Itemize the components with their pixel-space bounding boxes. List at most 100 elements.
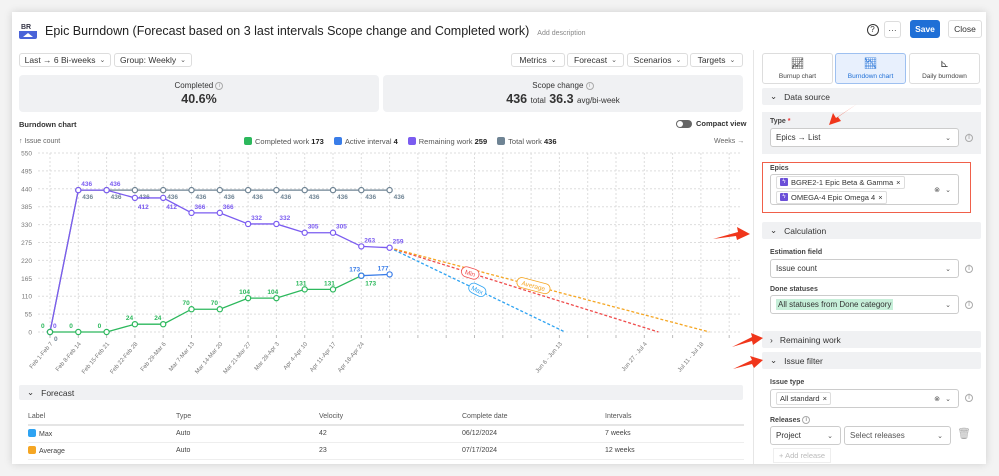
forecast-section-header[interactable]: ⌄ Forecast bbox=[19, 385, 743, 400]
trash-icon[interactable]: 🗑︎ bbox=[957, 428, 971, 440]
y-tick-label: 385 bbox=[21, 204, 32, 211]
compact-view-toggle[interactable]: Compact view bbox=[676, 119, 746, 128]
clear-icon[interactable]: ⊗ bbox=[934, 395, 940, 403]
issue-type-select[interactable]: All standard × ⊗ ⌄ bbox=[770, 389, 959, 408]
x-tick-label: Feb 22-Feb 28 bbox=[110, 341, 140, 376]
info-icon[interactable]: i bbox=[965, 134, 973, 142]
completed-stat: Completed i 40.6% bbox=[19, 75, 379, 112]
add-release-button[interactable]: + Add release bbox=[773, 448, 832, 463]
info-icon[interactable]: i bbox=[802, 416, 811, 424]
estimation-select[interactable]: Issue count ⌄ bbox=[770, 259, 959, 278]
svg-text:Min: Min bbox=[464, 269, 476, 279]
data-label: 0 bbox=[53, 323, 57, 330]
close-button[interactable]: Close bbox=[948, 20, 982, 38]
range-dropdown[interactable]: Last → 6 Bi-weeks ⌄ bbox=[19, 53, 111, 67]
issue-filter-header[interactable]: ⌄ Issue filter bbox=[762, 352, 981, 369]
data-point bbox=[188, 306, 195, 313]
forecast-line-min bbox=[389, 247, 659, 333]
chevron-down-icon: ⌄ bbox=[27, 387, 35, 397]
y-tick-label: 440 bbox=[21, 186, 32, 193]
x-tick-label: Feb 15-Feb 21 bbox=[81, 341, 111, 376]
x-tick-label: Jun 6 - Jun 13 bbox=[535, 341, 564, 374]
chevron-down-icon: ⌄ bbox=[770, 91, 778, 101]
data-point bbox=[216, 186, 223, 194]
chevron-down-icon: ⌄ bbox=[770, 355, 778, 365]
data-label: 0 bbox=[98, 323, 102, 330]
group-label: Group: Weekly bbox=[120, 55, 177, 65]
project-select[interactable]: Project ⌄ bbox=[770, 426, 841, 445]
legend-item[interactable]: Completed work 173 bbox=[244, 137, 324, 146]
data-label: 436 bbox=[111, 194, 122, 201]
data-point bbox=[386, 186, 393, 194]
group-dropdown[interactable]: Group: Weekly ⌄ bbox=[114, 53, 192, 67]
more-button[interactable]: ··· bbox=[884, 21, 901, 38]
data-point bbox=[301, 229, 308, 236]
scenarios-dropdown[interactable]: Scenarios ⌄ bbox=[627, 53, 688, 67]
targets-dropdown[interactable]: Targets ⌄ bbox=[690, 53, 743, 67]
remaining-work-header[interactable]: › Remaining work bbox=[762, 331, 981, 348]
remove-icon[interactable]: × bbox=[878, 192, 883, 202]
data-point bbox=[159, 194, 167, 202]
row-date: 06/12/2024 bbox=[462, 425, 605, 443]
data-label: 366 bbox=[223, 204, 234, 211]
info-icon[interactable]: i bbox=[965, 394, 973, 402]
issue-type-tag: All standard × bbox=[776, 392, 831, 405]
epics-select[interactable]: ϟ BGRE2-1 Epic Beta & Gamma × ϟ OMEGA-4 Epi… bbox=[770, 174, 959, 205]
data-label: 259 bbox=[393, 239, 404, 246]
data-source-header[interactable]: ⌄ Data source bbox=[762, 88, 981, 105]
column-complete-date: Complete date bbox=[462, 408, 605, 426]
legend-item[interactable]: Remaining work 259 bbox=[407, 137, 487, 146]
releases-select[interactable]: Select releases ⌄ bbox=[844, 426, 951, 445]
info-icon[interactable]: i bbox=[585, 81, 594, 90]
add-description-link[interactable]: Add description bbox=[537, 30, 586, 37]
epics-label: Epics bbox=[770, 165, 789, 172]
scope-avg-unit: avg/bi-week bbox=[577, 96, 620, 105]
calculation-header[interactable]: ⌄ Calculation bbox=[762, 222, 981, 239]
data-label: 366 bbox=[195, 204, 206, 211]
type-select[interactable]: Epics → List ⌄ bbox=[770, 128, 959, 147]
info-icon[interactable]: i bbox=[215, 81, 224, 90]
chevron-down-icon: ⌄ bbox=[945, 395, 951, 403]
legend-swatch bbox=[497, 137, 506, 145]
toggle-switch[interactable] bbox=[676, 119, 692, 128]
legend-item[interactable]: Active interval 4 bbox=[333, 137, 398, 146]
chevron-down-icon: ⌄ bbox=[827, 432, 833, 440]
x-tick-label: Mar 7-Mar 13 bbox=[168, 341, 196, 373]
column-intervals: Intervals bbox=[605, 408, 744, 426]
forecast-dropdown[interactable]: Forecast ⌄ bbox=[567, 53, 624, 67]
data-point bbox=[159, 320, 167, 328]
info-icon[interactable]: i bbox=[965, 301, 973, 309]
help-icon[interactable]: ? bbox=[864, 21, 881, 38]
chart-title: Burndown chart bbox=[19, 120, 77, 129]
save-button[interactable]: Save bbox=[910, 20, 940, 38]
data-label: 436 bbox=[280, 194, 291, 201]
data-label: 24 bbox=[126, 315, 134, 322]
info-icon[interactable]: i bbox=[965, 265, 973, 273]
calculation-title: Calculation bbox=[784, 225, 827, 236]
chevron-down-icon: ⌄ bbox=[945, 134, 951, 142]
remove-icon[interactable]: × bbox=[896, 177, 901, 187]
tab-burndown-chart[interactable]: 📉︎ Burndown chart bbox=[835, 53, 906, 84]
chevron-down-icon: ⌄ bbox=[945, 265, 951, 273]
clear-icon[interactable]: ⊗ bbox=[934, 187, 940, 194]
row-type: Auto bbox=[176, 442, 319, 460]
data-point bbox=[131, 194, 139, 202]
data-label: 104 bbox=[239, 289, 250, 296]
tab-burnup-chart[interactable]: 📈︎ Burnup chart bbox=[762, 53, 833, 84]
remove-icon[interactable]: × bbox=[822, 394, 827, 403]
y-tick-label: 220 bbox=[21, 258, 32, 265]
estimation-label: Estimation field bbox=[770, 249, 823, 256]
tab-label: Burndown chart bbox=[847, 73, 894, 80]
legend-value: 173 bbox=[311, 137, 324, 146]
issue-filter-title: Issue filter bbox=[784, 355, 823, 366]
type-label: Type * bbox=[770, 118, 791, 125]
data-label: 436 bbox=[82, 194, 93, 201]
y-tick-label: 110 bbox=[22, 294, 33, 301]
legend-item[interactable]: Total work 436 bbox=[497, 137, 557, 146]
completed-value: 40.6% bbox=[181, 92, 217, 106]
done-statuses-select[interactable]: All statuses from Done category ⌄ bbox=[770, 295, 959, 314]
tab-label: Daily burndown bbox=[922, 73, 967, 80]
tab-daily-burndown[interactable]: ⊾ Daily burndown bbox=[909, 53, 980, 84]
metrics-dropdown[interactable]: Metrics ⌄ bbox=[511, 53, 565, 67]
legend-label: Total work bbox=[508, 137, 542, 146]
